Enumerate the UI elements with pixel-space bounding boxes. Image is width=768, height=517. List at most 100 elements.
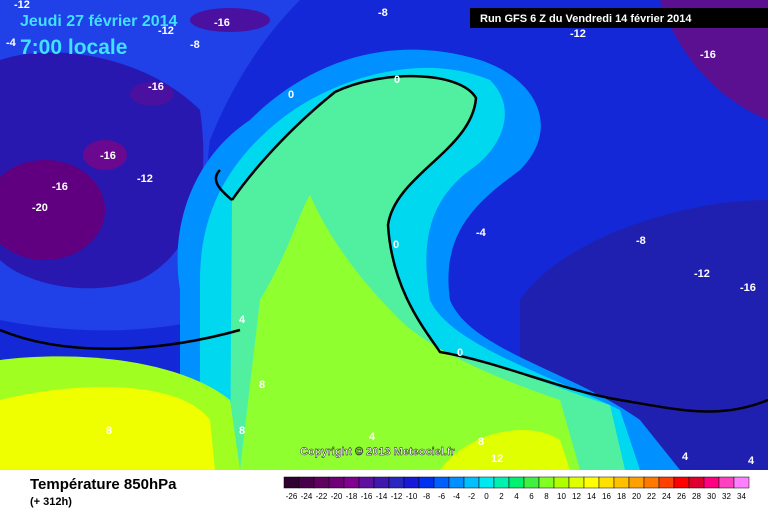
contour-label: -16	[52, 181, 68, 193]
scale-swatch	[523, 476, 540, 489]
warm-region	[240, 195, 580, 470]
scale-swatch	[373, 476, 390, 489]
contour-label: 4	[748, 455, 755, 467]
contour-label: 0	[457, 347, 463, 359]
contour-label: -16	[214, 17, 230, 29]
scale-label: 0	[484, 492, 489, 501]
scale-swatch	[583, 476, 600, 489]
scale-label: 34	[737, 492, 746, 501]
scale-swatch	[688, 476, 705, 489]
contour-label: 4	[682, 451, 689, 463]
contour-label: -12	[137, 173, 153, 185]
scale-swatch	[628, 476, 645, 489]
scale-swatch	[703, 476, 720, 489]
color-scale: -26 -24 -22 -20 -18 -16 -14 -12 -10 -8 -6 -4 -2 0 2 4 6 8…	[283, 476, 750, 501]
contour-label: 12	[491, 453, 503, 465]
scale-swatch	[388, 476, 405, 489]
scale-swatch	[568, 476, 585, 489]
scale-label: 18	[617, 492, 626, 501]
contour-label: -12	[694, 268, 710, 280]
scale-swatch	[313, 476, 330, 489]
scale-label: 4	[514, 492, 519, 501]
scale-swatch	[418, 476, 435, 489]
contour-label: 8	[259, 379, 265, 391]
scale-swatch	[403, 476, 420, 489]
scale-swatch	[538, 476, 555, 489]
scale-label: -24	[301, 492, 313, 501]
scale-swatch	[643, 476, 660, 489]
scale-swatch	[658, 476, 675, 489]
scale-label: 16	[602, 492, 611, 501]
scale-swatch	[298, 476, 315, 489]
contour-label: 8	[478, 436, 484, 448]
scale-swatch	[508, 476, 525, 489]
scale-swatch	[478, 476, 495, 489]
warm-core	[0, 386, 215, 470]
scale-swatch	[673, 476, 690, 489]
scale-label: 32	[722, 492, 731, 501]
scale-label: -16	[361, 492, 373, 501]
footer-title: Température 850hPa	[30, 476, 177, 493]
scale-label: 2	[499, 492, 504, 501]
contour-label: -8	[636, 235, 646, 247]
scale-swatch	[733, 476, 750, 489]
scale-label: -14	[376, 492, 388, 501]
scale-label: -20	[331, 492, 343, 501]
scale-swatch	[448, 476, 465, 489]
warm-core	[440, 430, 570, 470]
scale-label: -4	[453, 492, 461, 501]
contour-label: -20	[32, 202, 48, 214]
contour-label: 8	[106, 425, 112, 437]
scale-label: -8	[423, 492, 431, 501]
scale-swatch	[553, 476, 570, 489]
scale-label: 12	[572, 492, 581, 501]
scale-label: 24	[662, 492, 671, 501]
scale-swatch	[283, 476, 300, 489]
contour-label: -8	[190, 39, 200, 51]
scale-swatch	[433, 476, 450, 489]
zero-isotherm	[230, 74, 768, 413]
scale-label: 26	[677, 492, 686, 501]
scale-label: 14	[587, 492, 596, 501]
run-info: Run GFS 6 Z du Vendredi 14 février 2014	[480, 13, 692, 25]
cold-core	[83, 140, 127, 170]
scale-label: 22	[647, 492, 656, 501]
contour-label: -8	[378, 7, 388, 19]
forecast-date: Jeudi 27 février 2014	[20, 13, 178, 30]
cold-core	[0, 160, 105, 260]
contour-label: 4	[369, 431, 376, 443]
scale-swatch	[343, 476, 360, 489]
scale-label: -2	[468, 492, 476, 501]
scale-swatch	[493, 476, 510, 489]
cold-core	[130, 82, 174, 106]
scale-swatch	[718, 476, 735, 489]
cold-region	[660, 0, 768, 120]
zero-isotherm	[214, 169, 233, 201]
contour-labels: -12 -4 -12 -16 -8 -8 -12 -16 -16 0 0 -16 -12 -16 -20 -4…	[6, 0, 756, 467]
scale-label: 8	[544, 492, 549, 501]
scale-label: -12	[391, 492, 403, 501]
scale-label: -22	[316, 492, 328, 501]
copyright: Copyright © 2013 Meteociel.fr	[300, 446, 456, 458]
contour-label: 0	[393, 239, 399, 251]
scale-label: 6	[529, 492, 534, 501]
scale-swatch	[328, 476, 345, 489]
contour-label: -12	[570, 28, 586, 40]
scale-label: 28	[692, 492, 701, 501]
scale-label: 10	[557, 492, 566, 501]
scale-swatch	[358, 476, 375, 489]
contour-label: 0	[394, 74, 400, 86]
contour-label: -12	[158, 25, 174, 37]
contour-label: -16	[100, 150, 116, 162]
contour-label: -12	[14, 0, 30, 11]
scale-label: -10	[406, 492, 418, 501]
run-box	[470, 8, 768, 28]
contour-label: 8	[239, 425, 245, 437]
scale-label: 30	[707, 492, 716, 501]
scale-label: -18	[346, 492, 358, 501]
scale-label: -6	[438, 492, 446, 501]
footer-subtitle: (+ 312h)	[30, 496, 72, 508]
scale-swatch	[463, 476, 480, 489]
contour-label: -16	[148, 81, 164, 93]
